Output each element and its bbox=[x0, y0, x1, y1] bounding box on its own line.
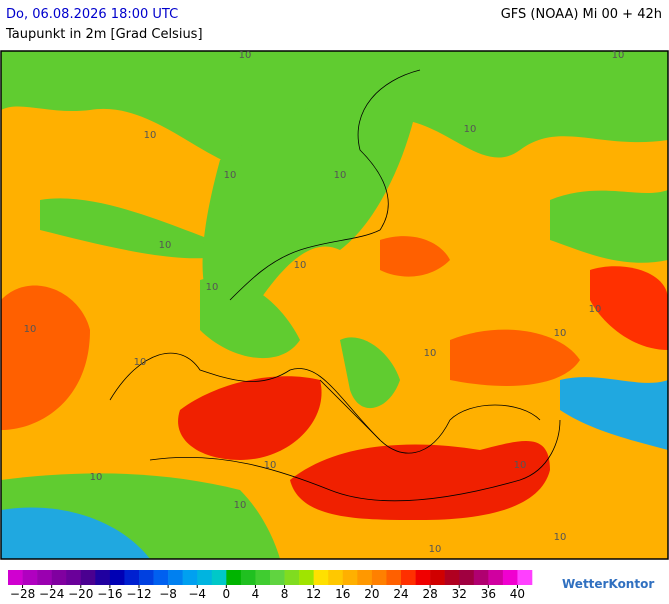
field bbox=[450, 329, 580, 386]
contour-label: 10 bbox=[234, 500, 247, 511]
color-swatch bbox=[51, 570, 67, 585]
contour-label: 10 bbox=[144, 130, 157, 141]
colorbar-tick-label: −28 bbox=[10, 587, 35, 600]
contour-label: 10 bbox=[294, 260, 307, 271]
color-swatch bbox=[270, 570, 285, 585]
color-swatch bbox=[444, 570, 460, 585]
color-swatch bbox=[255, 570, 271, 585]
contour-label: 10 bbox=[24, 324, 37, 335]
color-swatch bbox=[401, 570, 416, 585]
contour-label: 10 bbox=[239, 50, 252, 61]
contour-label: 10 bbox=[264, 460, 277, 471]
field bbox=[178, 376, 322, 460]
datetime: Do, 06.08.2026 18:00 UTC bbox=[6, 7, 178, 22]
field bbox=[590, 266, 668, 350]
color-swatch bbox=[430, 570, 445, 585]
colorbar-tick-label: 32 bbox=[452, 587, 467, 600]
color-swatch bbox=[328, 570, 344, 585]
color-swatch bbox=[95, 570, 111, 585]
colorbar-tick-label: 4 bbox=[252, 587, 260, 600]
color-swatch bbox=[37, 570, 52, 585]
colorbar-tick-label: 20 bbox=[364, 587, 379, 600]
colorbar-tick-label: 40 bbox=[510, 587, 525, 600]
contour-label: 10 bbox=[424, 348, 437, 359]
color-swatch bbox=[284, 570, 300, 585]
colorbar-tick-label: 16 bbox=[335, 587, 350, 600]
colorbar-tick-label: 8 bbox=[281, 587, 289, 600]
contour-label: 10 bbox=[334, 170, 347, 181]
color-swatch bbox=[168, 570, 183, 585]
color-swatch bbox=[8, 570, 23, 585]
map: 10 10 10 10 10 10 10 10 10 10 10 10 10 10 10 10 10 10 10 10 bbox=[0, 50, 669, 560]
color-swatch bbox=[517, 570, 533, 585]
color-swatch bbox=[299, 570, 314, 585]
field bbox=[380, 236, 450, 277]
color-swatch bbox=[357, 570, 373, 585]
contour-label: 10 bbox=[90, 472, 103, 483]
colorbar-tick-label: 28 bbox=[422, 587, 437, 600]
color-swatch bbox=[124, 570, 140, 585]
color-swatch bbox=[22, 570, 38, 585]
colorbar-tick-label: −12 bbox=[126, 587, 151, 600]
field bbox=[560, 377, 668, 450]
color-swatch bbox=[459, 570, 475, 585]
field bbox=[1, 507, 150, 559]
color-swatch bbox=[226, 570, 242, 585]
field bbox=[40, 198, 240, 259]
colorbar-tick-label: 24 bbox=[393, 587, 408, 600]
colorbar-tick-label: 12 bbox=[306, 587, 321, 600]
contour-label: 10 bbox=[612, 50, 625, 61]
contour-label: 10 bbox=[134, 357, 147, 368]
field bbox=[200, 278, 300, 359]
color-swatch bbox=[139, 570, 154, 585]
color-swatch bbox=[473, 570, 489, 585]
logo: WetterKontor bbox=[562, 577, 654, 591]
model: GFS (NOAA) Mi 00 + 42h bbox=[501, 7, 662, 22]
colorbar-tick-label: −4 bbox=[188, 587, 206, 600]
field bbox=[1, 285, 90, 430]
colorbar-tick-label: 36 bbox=[481, 587, 496, 600]
color-swatch bbox=[66, 570, 82, 585]
contour-label: 10 bbox=[554, 532, 567, 543]
color-swatch bbox=[502, 570, 518, 585]
contour-label: 10 bbox=[159, 240, 172, 251]
colorbar-tick-label: −24 bbox=[39, 587, 64, 600]
color-swatch bbox=[488, 570, 504, 585]
colorbar-tick-label: 0 bbox=[223, 587, 231, 600]
contour-label: 10 bbox=[429, 544, 442, 555]
color-swatch bbox=[80, 570, 96, 585]
contour-label: 10 bbox=[464, 124, 477, 135]
contour-label: 10 bbox=[554, 328, 567, 339]
color-swatch bbox=[342, 570, 358, 585]
color-swatch bbox=[197, 570, 213, 585]
field bbox=[550, 190, 668, 263]
color-swatch bbox=[211, 570, 227, 585]
color-swatch bbox=[182, 570, 198, 585]
contour-label: 10 bbox=[514, 460, 527, 471]
contour-label: 10 bbox=[224, 170, 237, 181]
color-swatch bbox=[415, 570, 431, 585]
color-swatch bbox=[386, 570, 402, 585]
field bbox=[202, 88, 420, 330]
colorbar-tick-label: −16 bbox=[97, 587, 122, 600]
contour-label: 10 bbox=[206, 282, 219, 293]
color-swatch bbox=[109, 570, 125, 585]
parameter: Taupunkt in 2m [Grad Celsius] bbox=[5, 27, 203, 42]
map-frame bbox=[0, 50, 669, 560]
color-swatch bbox=[153, 570, 169, 585]
colorbar: −28 −24 −20 −16 −12 −8 −4 0 4 8 12 16 20 24 28 32 36 40 bbox=[8, 570, 533, 601]
color-swatch bbox=[240, 570, 256, 585]
colorbar-tick-label: −20 bbox=[68, 587, 93, 600]
contour-label: 10 bbox=[589, 304, 602, 315]
color-swatch bbox=[371, 570, 387, 585]
colorbar-tick-label: −8 bbox=[159, 587, 177, 600]
coastlines bbox=[109, 69, 561, 502]
field bbox=[340, 337, 400, 409]
color-swatch bbox=[313, 570, 329, 585]
field bbox=[290, 441, 550, 520]
